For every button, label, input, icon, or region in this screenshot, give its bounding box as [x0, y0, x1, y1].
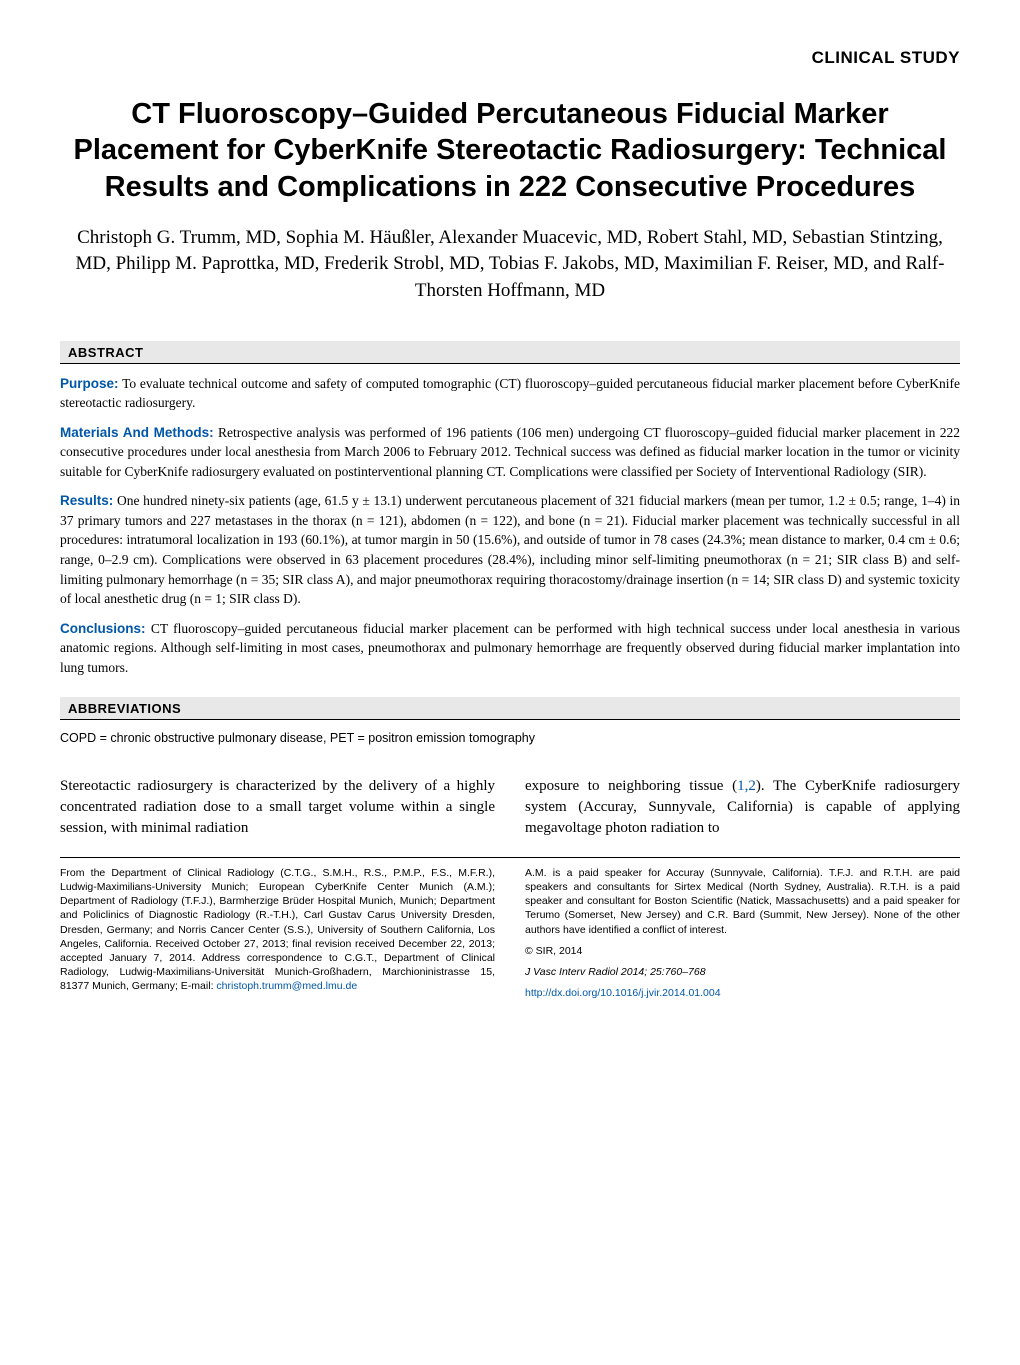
abstract-conclusions: Conclusions: CT fluoroscopy–guided percu…	[60, 619, 960, 678]
footer-rule	[60, 857, 960, 858]
corresponding-email[interactable]: christoph.trumm@med.lmu.de	[216, 980, 357, 992]
footer-left: From the Department of Clinical Radiolog…	[60, 866, 495, 1007]
author-list: Christoph G. Trumm, MD, Sophia M. Häußle…	[60, 225, 960, 305]
affiliations-text: From the Department of Clinical Radiolog…	[60, 867, 495, 992]
abstract-results: Results: One hundred ninety-six patients…	[60, 491, 960, 608]
footer-right: A.M. is a paid speaker for Accuray (Sunn…	[525, 866, 960, 1007]
section-label: CLINICAL STUDY	[60, 48, 960, 68]
doi-link[interactable]: http://dx.doi.org/10.1016/j.jvir.2014.01…	[525, 987, 721, 999]
footer: From the Department of Clinical Radiolog…	[60, 866, 960, 1007]
methods-label: Materials And Methods:	[60, 425, 214, 440]
abstract-body: Purpose: To evaluate technical outcome a…	[60, 374, 960, 678]
abstract-heading: ABSTRACT	[60, 341, 960, 364]
body-right-pre: exposure to neighboring tissue (	[525, 778, 737, 794]
abstract-methods: Materials And Methods: Retrospective ana…	[60, 423, 960, 482]
affiliations: From the Department of Clinical Radiolog…	[60, 866, 495, 994]
ref-link-1-2[interactable]: 1,2	[737, 778, 756, 794]
body-col-right: exposure to neighboring tissue (1,2). Th…	[525, 776, 960, 839]
abbreviations-text: COPD = chronic obstructive pulmonary dis…	[60, 730, 960, 748]
purpose-text: To evaluate technical outcome and safety…	[60, 376, 960, 411]
abstract-purpose: Purpose: To evaluate technical outcome a…	[60, 374, 960, 413]
conclusions-label: Conclusions:	[60, 621, 146, 636]
body-col-left: Stereotactic radiosurgery is characteriz…	[60, 776, 495, 839]
body-columns: Stereotactic radiosurgery is characteriz…	[60, 776, 960, 839]
conflict-of-interest: A.M. is a paid speaker for Accuray (Sunn…	[525, 866, 960, 937]
abbreviations-heading: ABBREVIATIONS	[60, 697, 960, 720]
copyright: © SIR, 2014	[525, 944, 960, 958]
results-text: One hundred ninety-six patients (age, 61…	[60, 493, 960, 606]
conclusions-text: CT fluoroscopy–guided percutaneous fiduc…	[60, 621, 960, 675]
doi-line: http://dx.doi.org/10.1016/j.jvir.2014.01…	[525, 986, 960, 1000]
purpose-label: Purpose:	[60, 376, 119, 391]
journal-citation: J Vasc Interv Radiol 2014; 25:760–768	[525, 965, 960, 979]
results-label: Results:	[60, 493, 113, 508]
article-title: CT Fluoroscopy–Guided Percutaneous Fiduc…	[60, 96, 960, 205]
